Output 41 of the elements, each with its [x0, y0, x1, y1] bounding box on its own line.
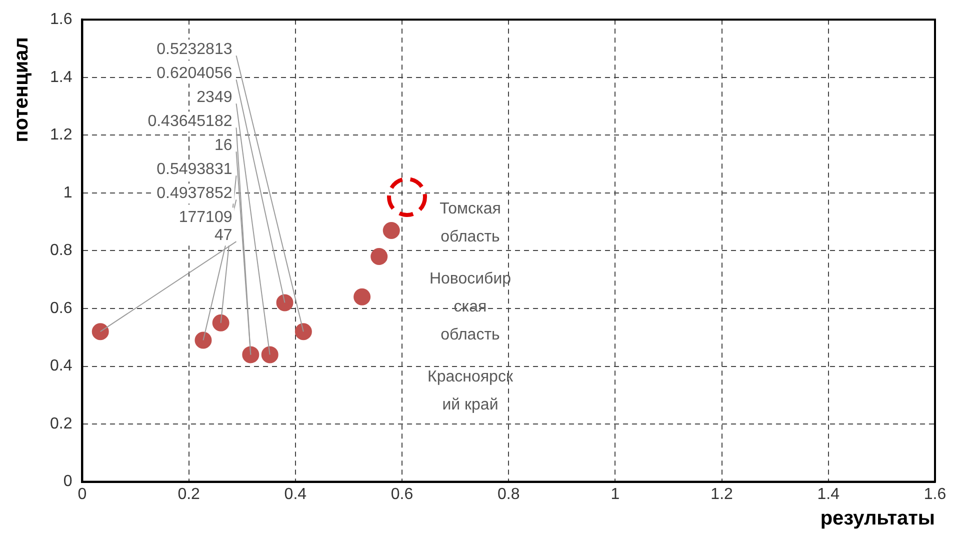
annotation: 2349 — [196, 89, 232, 106]
annotation: 0.43645182 — [148, 113, 232, 130]
point — [354, 288, 371, 306]
annotation: 16 — [214, 137, 232, 154]
x-tick-label: 0.8 — [497, 486, 520, 503]
y-tick-label: 1 — [63, 184, 72, 202]
x-tick-label: 1 — [610, 486, 620, 503]
annotation: 0.6204056 — [156, 65, 232, 82]
annotation: 0.5493831 — [156, 161, 232, 178]
x-tick-label: 1.6 — [924, 486, 946, 503]
annotation: Красноярск ий край — [428, 368, 514, 414]
y-tick-label: 0 — [63, 473, 72, 490]
x-tick-label: 1.4 — [817, 486, 840, 503]
y-tick-label: 0.4 — [50, 358, 72, 375]
point — [92, 323, 109, 340]
point — [370, 248, 388, 265]
y-tick-label: 0.6 — [50, 300, 72, 317]
x-tick-label: 0.4 — [284, 486, 307, 503]
y-tick-label: 1.4 — [50, 68, 72, 86]
y-axis-title: потенциал — [10, 36, 33, 142]
y-tick-label: 1.2 — [50, 126, 72, 144]
x-axis-title: результаты — [820, 508, 935, 530]
annotation: 177109 47 — [178, 209, 232, 244]
annotation: 0.5232813 — [156, 41, 232, 58]
point — [382, 222, 400, 239]
x-tick-label: 1.2 — [710, 486, 734, 503]
x-tick-label: 0 — [78, 486, 87, 503]
annotation: Томская область — [440, 200, 501, 246]
point — [212, 314, 230, 332]
y-tick-label: 0.2 — [50, 415, 72, 432]
y-tick-label: 1.6 — [50, 11, 72, 28]
x-tick-label: 0.6 — [390, 486, 414, 503]
annotation: 0.4937852 — [156, 185, 232, 202]
point — [194, 332, 212, 349]
annotation: Новосибир ская область — [429, 270, 512, 344]
x-tick-label: 0.2 — [178, 486, 200, 503]
point — [261, 346, 278, 364]
point — [294, 323, 312, 340]
point — [242, 346, 260, 364]
point — [276, 294, 294, 312]
y-tick-label: 0.8 — [50, 242, 72, 260]
